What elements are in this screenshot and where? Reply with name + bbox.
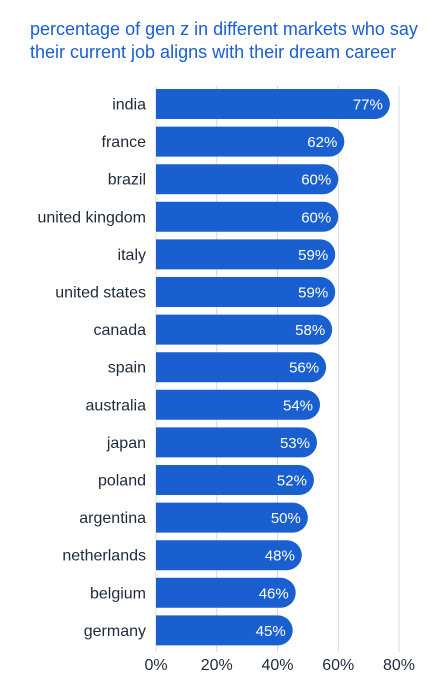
bar-spain	[156, 352, 327, 383]
x-tick-label-60: 60%	[322, 657, 354, 674]
data-label-australia: 54%	[283, 397, 313, 414]
data-label-spain: 56%	[289, 360, 319, 377]
bar-united-states	[156, 277, 336, 307]
x-tick-label-20: 20%	[201, 657, 233, 674]
bar-france	[156, 126, 345, 157]
category-label-united-kingdom: united kingdom	[37, 209, 146, 226]
category-label-india: india	[112, 97, 146, 114]
category-label-united-states: united states	[55, 285, 146, 302]
x-tick-label-40: 40%	[261, 657, 293, 674]
bar-japan	[156, 427, 317, 458]
data-label-poland: 52%	[277, 473, 307, 490]
data-label-canada: 58%	[295, 322, 325, 339]
category-label-germany: germany	[84, 623, 146, 640]
data-label-germany: 45%	[256, 623, 286, 640]
data-label-united-kingdom: 60%	[301, 209, 331, 226]
data-label-argentina: 50%	[271, 510, 301, 527]
bar-india	[156, 89, 390, 120]
category-label-belgium: belgium	[90, 585, 146, 602]
bar-brazil	[156, 164, 339, 195]
category-label-australia: australia	[86, 397, 147, 414]
data-label-italy: 59%	[298, 247, 328, 264]
data-label-india: 77%	[353, 97, 383, 114]
bar-poland	[156, 465, 314, 495]
data-label-brazil: 60%	[301, 172, 331, 189]
data-label-netherlands: 48%	[265, 548, 295, 565]
category-label-japan: japan	[106, 435, 146, 452]
category-label-poland: poland	[98, 473, 146, 490]
bar-australia	[156, 389, 321, 420]
bar-germany	[156, 615, 293, 646]
bar-netherlands	[156, 540, 302, 571]
bar-canada	[156, 314, 333, 345]
category-label-argentina: argentina	[79, 510, 146, 527]
x-tick-label-0: 0%	[144, 657, 167, 674]
bar-united-kingdom	[156, 201, 339, 232]
x-tick-label-80: 80%	[383, 657, 415, 674]
category-label-italy: italy	[118, 247, 146, 264]
data-label-japan: 53%	[280, 435, 310, 452]
data-label-united-states: 59%	[298, 285, 328, 302]
category-label-spain: spain	[108, 360, 146, 377]
data-label-france: 62%	[307, 134, 337, 151]
chart-title: percentage of gen z in different markets…	[30, 18, 430, 64]
bar-argentina	[156, 502, 308, 533]
chart-title-line-2: their current job aligns with their drea…	[30, 42, 397, 62]
bar-belgium	[156, 577, 296, 608]
category-label-netherlands: netherlands	[62, 548, 146, 565]
bar-italy	[156, 239, 336, 270]
category-label-canada: canada	[94, 322, 147, 339]
category-label-brazil: brazil	[108, 172, 146, 189]
category-label-france: france	[102, 134, 147, 151]
chart-title-line-1: percentage of gen z in different markets…	[30, 19, 418, 39]
data-label-belgium: 46%	[259, 585, 289, 602]
